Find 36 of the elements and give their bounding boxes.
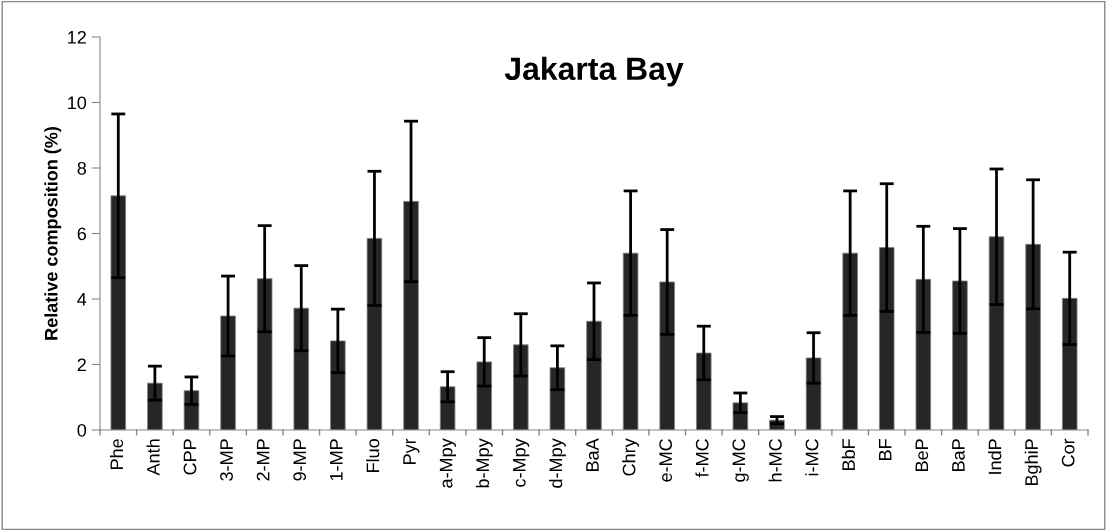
- x-tick-label: IndP: [988, 439, 1002, 474]
- text: Jakarta Bay: [504, 56, 684, 87]
- y-tick-label: 2: [77, 358, 86, 372]
- x-tick-label: d-Mpy: [548, 438, 566, 488]
- x-tick-label: 3-MP: [220, 439, 233, 481]
- x-tick-label: c-Mpy: [513, 438, 530, 487]
- y-tick-label: 6: [77, 227, 87, 241]
- x-tick-label: BaA: [586, 438, 599, 471]
- x-tick-label: BbF: [841, 439, 855, 470]
- x-tick-label: e-MC: [659, 439, 673, 482]
- x-tick-label: BaP: [952, 439, 965, 471]
- x-tick-label: b-Mpy: [475, 438, 493, 488]
- x-tick-label: Anth: [146, 439, 160, 476]
- x-tick-label: Cor: [1061, 438, 1075, 467]
- x-tick-label: 9-MP: [293, 439, 307, 481]
- x-tick-label: h-MC: [768, 439, 782, 482]
- x-tick-label: Pyr: [403, 438, 420, 464]
- x-tick-label: Fluo: [366, 439, 380, 472]
- x-tick-label: Phe: [109, 439, 124, 469]
- x-tick-label: f-MC: [695, 439, 709, 478]
- x-tick-label: a-Mpy: [439, 438, 457, 488]
- x-tick-label: BF: [878, 439, 892, 460]
- x-tick-label: BghiP: [1024, 439, 1042, 486]
- x-tick-label: CPP: [183, 439, 197, 475]
- y-tick-label: 8: [77, 161, 87, 175]
- y-tick-label: 0: [77, 423, 87, 437]
- x-tick-label: Chry: [622, 438, 640, 476]
- x-tick-label: BeP: [915, 439, 929, 471]
- x-tick-label: g-MC: [732, 439, 749, 482]
- x-tick-label: 2-MP: [256, 439, 270, 481]
- x-tick-label: 1-MP: [330, 439, 343, 481]
- y-axis-title: Relative composition (%): [44, 127, 62, 340]
- y-tick-label: 12: [68, 30, 86, 44]
- y-tick-label: 4: [77, 293, 87, 306]
- y-tick-label: 10: [68, 96, 87, 110]
- x-tick-label: i-MC: [805, 439, 819, 476]
